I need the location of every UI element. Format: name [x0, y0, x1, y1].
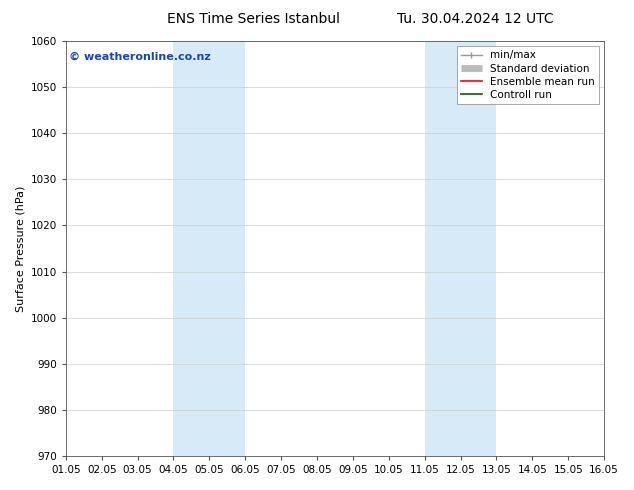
Text: ENS Time Series Istanbul: ENS Time Series Istanbul — [167, 12, 340, 26]
Y-axis label: Surface Pressure (hPa): Surface Pressure (hPa) — [15, 185, 25, 312]
Bar — [425, 41, 496, 456]
Text: Tu. 30.04.2024 12 UTC: Tu. 30.04.2024 12 UTC — [397, 12, 554, 26]
Text: © weatheronline.co.nz: © weatheronline.co.nz — [68, 51, 210, 61]
Legend: min/max, Standard deviation, Ensemble mean run, Controll run: min/max, Standard deviation, Ensemble me… — [456, 46, 599, 104]
Bar — [174, 41, 245, 456]
